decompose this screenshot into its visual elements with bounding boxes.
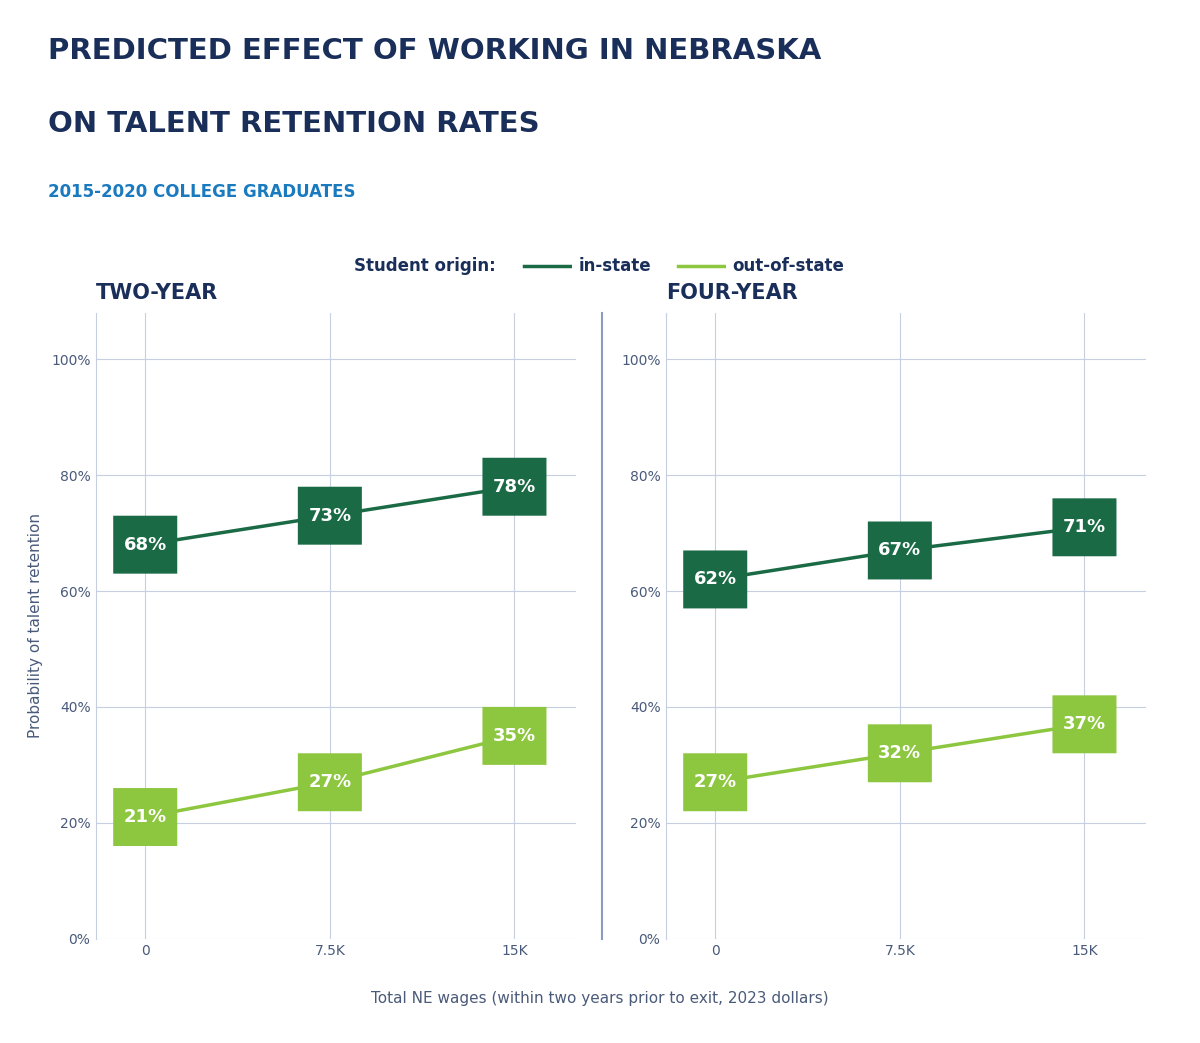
FancyBboxPatch shape (482, 707, 546, 765)
Text: 37%: 37% (1063, 715, 1106, 733)
Y-axis label: Probability of talent retention: Probability of talent retention (28, 513, 43, 738)
Text: FOUR-YEAR: FOUR-YEAR (666, 283, 798, 304)
FancyBboxPatch shape (868, 522, 932, 580)
Text: 21%: 21% (124, 808, 167, 826)
FancyBboxPatch shape (868, 724, 932, 782)
Text: 32%: 32% (878, 745, 922, 762)
FancyBboxPatch shape (298, 487, 362, 544)
Text: 27%: 27% (308, 773, 352, 792)
Text: 27%: 27% (694, 773, 737, 792)
Text: in-state: in-state (578, 257, 652, 275)
FancyBboxPatch shape (683, 753, 748, 811)
Text: 2015-2020 COLLEGE GRADUATES: 2015-2020 COLLEGE GRADUATES (48, 183, 355, 200)
FancyBboxPatch shape (1052, 696, 1116, 753)
FancyBboxPatch shape (482, 458, 546, 515)
Text: 67%: 67% (878, 541, 922, 559)
Text: out-of-state: out-of-state (732, 257, 844, 275)
Text: Student origin:: Student origin: (354, 257, 496, 275)
Text: 62%: 62% (694, 571, 737, 588)
FancyBboxPatch shape (113, 789, 178, 846)
Text: 68%: 68% (124, 536, 167, 554)
Text: 35%: 35% (493, 727, 536, 745)
Text: ON TALENT RETENTION RATES: ON TALENT RETENTION RATES (48, 110, 540, 138)
Text: PREDICTED EFFECT OF WORKING IN NEBRASKA: PREDICTED EFFECT OF WORKING IN NEBRASKA (48, 37, 821, 65)
Text: Total NE wages (within two years prior to exit, 2023 dollars): Total NE wages (within two years prior t… (371, 992, 829, 1006)
FancyBboxPatch shape (1052, 499, 1116, 556)
FancyBboxPatch shape (298, 753, 362, 811)
Text: 78%: 78% (493, 478, 536, 495)
FancyBboxPatch shape (113, 515, 178, 574)
Text: 71%: 71% (1063, 518, 1106, 536)
Text: 73%: 73% (308, 507, 352, 525)
FancyBboxPatch shape (683, 551, 748, 608)
Text: TWO-YEAR: TWO-YEAR (96, 283, 218, 304)
